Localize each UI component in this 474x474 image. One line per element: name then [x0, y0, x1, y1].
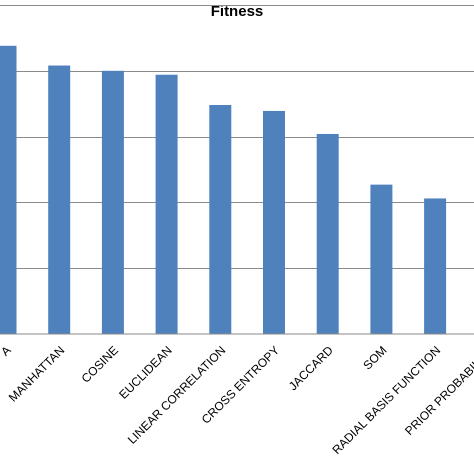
x-tick-label: LINEAR CORRELATION [125, 343, 229, 447]
bar-radial-basis-function [424, 198, 447, 334]
bar-manhattan [48, 65, 71, 334]
bar-a [0, 45, 17, 335]
x-tick-label: SOM [360, 343, 389, 372]
bar-linear-correlation [209, 105, 232, 335]
bar-som [370, 184, 393, 334]
chart-title: Fitness [211, 3, 264, 20]
bars [0, 45, 447, 335]
x-tick-label: JACCARD [286, 343, 336, 393]
x-tick-label: COSINE [79, 343, 121, 385]
x-tick-label: RADIAL BASIS FUNCTION [329, 343, 443, 457]
bar-euclidean [155, 74, 178, 335]
gridlines [0, 5, 474, 269]
bar-jaccard [316, 133, 339, 334]
x-tick-label: EUCLIDEAN [116, 343, 174, 401]
x-tick-label: A [0, 343, 14, 359]
bar-cross-entropy [263, 110, 285, 334]
bar-cosine [101, 70, 124, 335]
x-tick-label: MANHATTAN [6, 343, 67, 404]
